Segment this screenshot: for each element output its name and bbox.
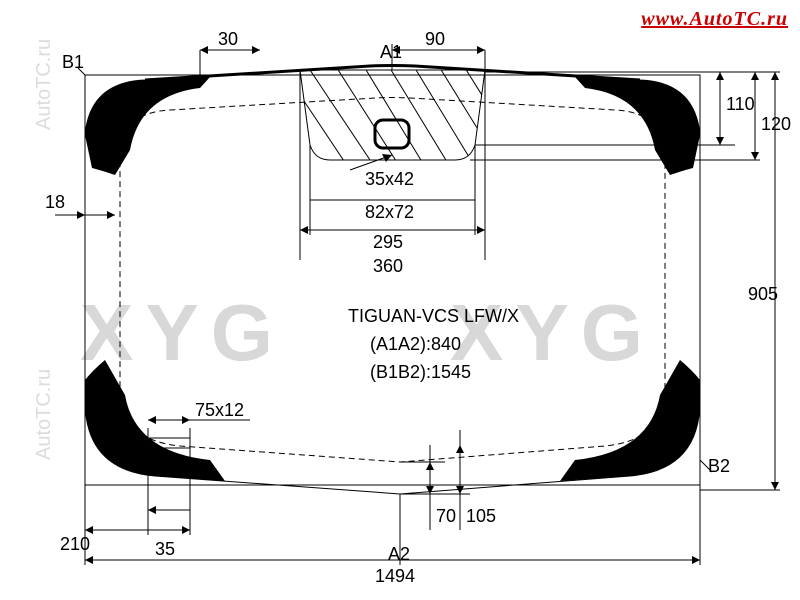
sensor-area [290, 60, 510, 175]
svg-text:(B1B2):1545: (B1B2):1545 [370, 362, 471, 382]
dim-sensor-stack: 35x42 82x72 295 360 [300, 70, 485, 276]
svg-text:110: 110 [726, 94, 755, 114]
svg-text:35x42: 35x42 [365, 169, 414, 189]
dim-top-30: 30 [200, 29, 260, 78]
svg-text:70: 70 [436, 506, 456, 526]
svg-text:30: 30 [218, 29, 238, 49]
svg-text:1494: 1494 [375, 566, 415, 586]
ceramic-bottom-right [560, 360, 700, 481]
svg-text:295: 295 [373, 232, 403, 252]
dim-top-90: 90 [392, 29, 485, 70]
ghost-logo-left: XYG [80, 288, 285, 377]
svg-text:360: 360 [373, 256, 403, 276]
svg-text:105: 105 [466, 506, 496, 526]
svg-text:82x72: 82x72 [365, 202, 414, 222]
outer-bound [85, 75, 700, 485]
svg-text:75x12: 75x12 [195, 400, 244, 420]
label-b2: B2 [708, 456, 730, 476]
ghost-side-left2: AutoTC.ru [33, 369, 55, 460]
diagram-svg: XYG XYG AutoTC.ru AutoTC.ru [0, 0, 800, 600]
label-b1: B1 [62, 52, 84, 72]
dim-right-905: 905 [700, 72, 780, 490]
dim-bot-70-105: 70 105 [400, 430, 496, 530]
svg-text:210: 210 [60, 534, 90, 554]
ceramic-top-left [85, 77, 210, 175]
svg-text:18: 18 [45, 192, 65, 212]
svg-text:120: 120 [761, 114, 791, 134]
ghost-logo-right: XYG [450, 288, 655, 377]
dim-vin: 75x12 [148, 400, 250, 424]
svg-text:35: 35 [155, 539, 175, 559]
svg-text:905: 905 [748, 284, 778, 304]
dim-left-18: 18 [45, 192, 115, 219]
svg-text:(A1A2):840: (A1A2):840 [370, 334, 461, 354]
label-a2: A2 [388, 544, 410, 564]
svg-text:90: 90 [425, 29, 445, 49]
dim-bot-1494: 1494 [85, 485, 700, 586]
svg-text:TIGUAN-VCS LFW/X: TIGUAN-VCS LFW/X [348, 306, 519, 326]
glass-outline [85, 66, 700, 495]
ghost-side-left: AutoTC.ru [33, 39, 55, 130]
